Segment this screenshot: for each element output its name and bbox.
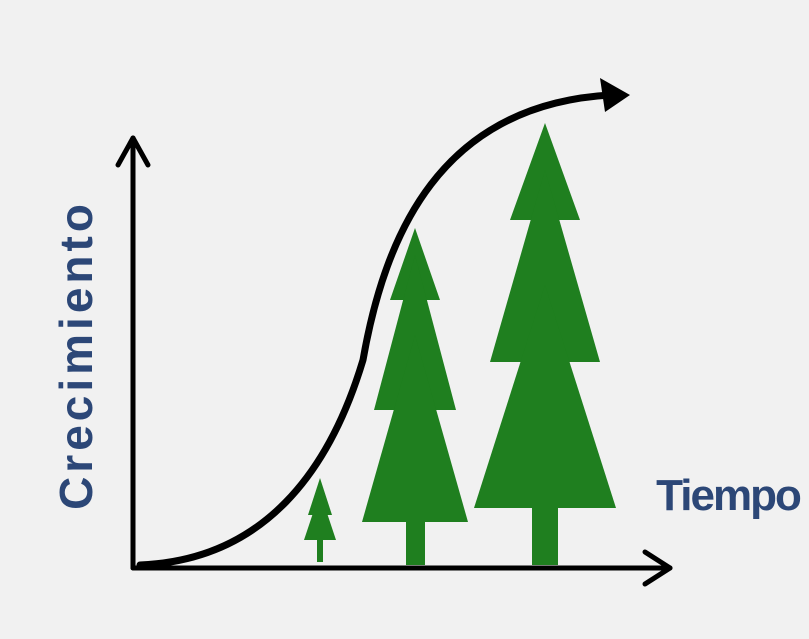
trees	[304, 123, 616, 565]
y-axis-arrow	[115, 135, 151, 168]
medium-tree	[362, 228, 468, 565]
growth-curve	[136, 91, 614, 569]
y-axis-label: Crecimiento	[50, 200, 102, 510]
large-tree	[474, 123, 616, 565]
small-tree	[304, 478, 336, 562]
x-axis-arrow	[642, 549, 673, 587]
curve-arrowhead	[600, 78, 630, 112]
x-axis-label: Tiempo	[656, 471, 801, 520]
axes	[115, 135, 673, 587]
